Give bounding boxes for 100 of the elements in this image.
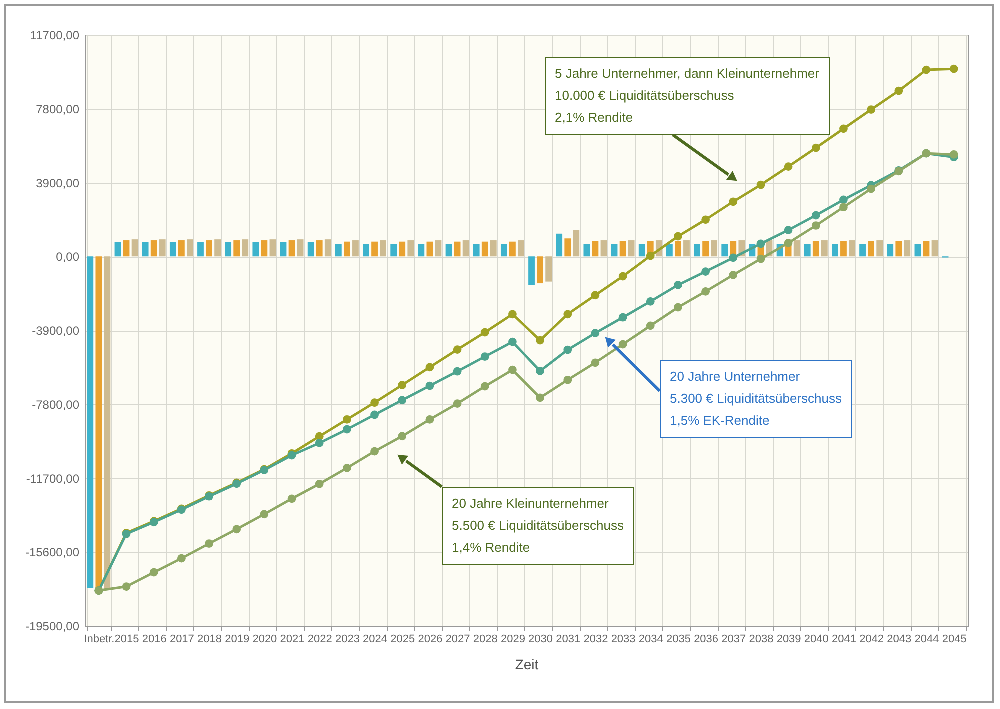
point [480, 352, 490, 362]
point [950, 150, 958, 159]
bar [242, 240, 249, 257]
point [315, 480, 324, 488]
bar [600, 240, 608, 257]
point [426, 363, 434, 372]
y-tick-label: 7800,00 [36, 102, 80, 116]
bar [804, 244, 811, 257]
x-tick-label: 2045 [942, 634, 967, 646]
x-tick-label: 2031 [556, 634, 581, 646]
bar [546, 256, 552, 282]
point [370, 398, 379, 408]
bar [418, 244, 425, 257]
bar [206, 240, 212, 257]
x-axis-title: Zeit [515, 656, 539, 672]
y-tick-label: 11700,00 [30, 28, 80, 42]
bar [932, 240, 938, 257]
point [702, 287, 710, 296]
point [343, 425, 352, 434]
bar [178, 240, 185, 257]
bar [308, 242, 314, 257]
x-tick-label: 2015 [114, 634, 140, 646]
x-tick-label: 2027 [446, 634, 470, 646]
point [343, 464, 352, 472]
x-tick-label: 2035 [666, 634, 691, 646]
point [370, 410, 379, 420]
point [756, 254, 766, 264]
bar [702, 241, 709, 257]
bar [923, 241, 930, 257]
point [453, 346, 462, 354]
bar [198, 242, 204, 257]
bar [270, 240, 276, 257]
bar [482, 242, 488, 257]
point [205, 540, 214, 548]
point [756, 240, 766, 248]
point [840, 203, 848, 212]
x-tick-label: 2041 [832, 634, 856, 646]
bar [234, 240, 240, 257]
bar [868, 241, 875, 257]
x-tick-label: 2019 [225, 634, 250, 646]
x-tick-label: 2037 [722, 634, 746, 646]
bar [363, 244, 370, 257]
point [674, 281, 682, 290]
bar [454, 242, 461, 257]
x-tick-label: 2034 [638, 634, 664, 646]
point [343, 416, 352, 424]
bar [812, 241, 820, 257]
point [370, 447, 379, 456]
bar [261, 240, 268, 257]
bar [390, 244, 398, 257]
bar [840, 241, 847, 257]
bar [711, 240, 718, 257]
point [812, 144, 820, 152]
bar [638, 244, 646, 257]
point [508, 310, 517, 319]
bar [887, 244, 894, 257]
point [591, 329, 600, 338]
x-tick-label: 2023 [335, 634, 360, 646]
bar [490, 240, 497, 257]
point [480, 382, 490, 391]
point [646, 322, 655, 330]
bar [252, 242, 260, 257]
point [564, 376, 572, 384]
point [702, 268, 710, 276]
point [591, 291, 600, 300]
x-tick-label: 2018 [198, 634, 222, 646]
annotation: 20 Jahre Kleinunternehmer 5.500 € Liquiditätsüberschuss 1,4% Rendite [442, 487, 634, 565]
point [398, 396, 407, 405]
point [812, 211, 820, 220]
x-tick-label: 2021 [280, 634, 305, 646]
point [646, 252, 655, 260]
point [232, 525, 242, 534]
bar [142, 242, 149, 257]
y-tick-label: -11700,00 [26, 472, 80, 486]
x-tick-label: 2033 [611, 634, 636, 646]
point [784, 239, 793, 248]
bar [556, 234, 563, 257]
point [315, 439, 324, 448]
point [729, 271, 738, 280]
bar [592, 241, 599, 257]
bar [435, 240, 442, 257]
x-tick-label: 2028 [473, 634, 498, 646]
bar [584, 244, 590, 257]
annotation: 5 Jahre Unternehmer, dann Kleinunternehmer 10.000 € Liquiditätsüberschuss 2,1% Rendite [545, 57, 830, 135]
bar [564, 238, 572, 257]
point [426, 382, 434, 390]
bar [170, 242, 176, 257]
bar [187, 240, 194, 257]
point [812, 222, 820, 230]
point [618, 313, 628, 322]
bar [446, 244, 452, 257]
point [756, 180, 766, 190]
point [288, 494, 296, 504]
bar [297, 240, 304, 257]
point [922, 66, 931, 74]
point [453, 400, 462, 408]
x-tick-label: 2022 [308, 634, 332, 646]
x-tick-label: 2038 [749, 634, 774, 646]
bar [214, 240, 221, 257]
x-tick-label: 2026 [418, 634, 443, 646]
